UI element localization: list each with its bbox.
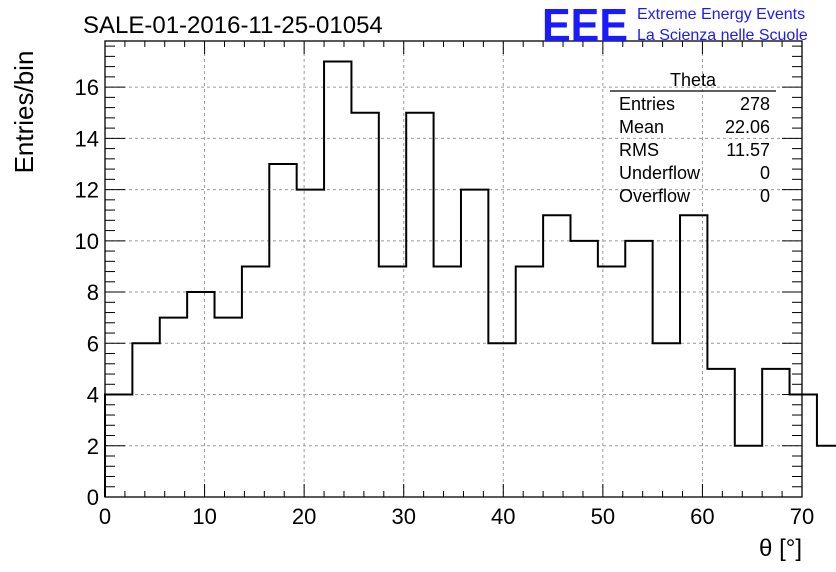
run-title: SALE-01-2016-11-25-01054	[83, 12, 383, 39]
histogram-bin	[434, 266, 461, 497]
histogram-bin	[215, 318, 242, 497]
y-tick-label: 6	[87, 331, 99, 356]
eee-logo-line1: Extreme Energy Events	[637, 6, 805, 23]
y-tick-label: 8	[87, 280, 99, 305]
y-axis-label: Entries/bin	[9, 51, 39, 174]
stats-value: 11.57	[726, 140, 770, 160]
histogram-bin	[762, 369, 789, 497]
stats-box: Theta Entries 278 Mean 22.06 RMS 11.57 Underfl…	[610, 70, 776, 206]
histogram-bin	[625, 241, 652, 497]
stats-label: Underflow	[619, 163, 701, 183]
x-tick-label: 20	[292, 504, 316, 529]
tick-labels: 0 10 20 30 40 50 60 70 0 2 4 6 8 10 12 14 16	[75, 75, 815, 529]
histogram-bin	[242, 266, 269, 497]
histogram-bin	[653, 343, 680, 497]
y-tick-label: 4	[87, 383, 99, 408]
histogram-bin	[735, 446, 762, 497]
y-tick-label: 10	[75, 229, 99, 254]
eee-logo: EEE Extreme Energy Events La Scienza nel…	[542, 0, 808, 51]
x-tick-label: 0	[99, 504, 111, 529]
x-tick-label: 70	[790, 504, 814, 529]
x-tick-label: 40	[491, 504, 515, 529]
x-tick-label: 10	[192, 504, 216, 529]
stats-label: Overflow	[619, 186, 691, 206]
stats-value: 0	[760, 163, 770, 183]
histogram-bin	[488, 343, 515, 497]
stats-label: RMS	[619, 140, 659, 160]
x-tick-label: 60	[690, 504, 714, 529]
axis-ticks	[104, 41, 803, 498]
stats-value: 22.06	[725, 117, 770, 137]
histogram-bin	[351, 113, 378, 497]
x-axis-label: θ [°]	[759, 535, 802, 562]
histogram-bin	[598, 266, 625, 497]
stats-value: 0	[760, 186, 770, 206]
eee-logo-line2: La Scienza nelle Scuole	[637, 27, 808, 44]
histogram-bin	[570, 241, 597, 497]
stats-label: Mean	[619, 117, 664, 137]
histogram-bin	[817, 446, 836, 497]
histogram-bin	[379, 266, 406, 497]
stats-title: Theta	[670, 70, 717, 90]
histogram-bin	[516, 266, 543, 497]
stats-label: Entries	[619, 94, 675, 114]
grid-lines	[105, 41, 802, 497]
y-tick-label: 12	[75, 178, 99, 203]
y-tick-label: 0	[87, 485, 99, 510]
stats-rows: Entries 278 Mean 22.06 RMS 11.57 Underflow 0 Ove…	[619, 94, 770, 206]
histogram-bin	[160, 318, 187, 497]
histogram-bin	[132, 343, 159, 497]
histogram-bin	[707, 369, 734, 497]
histogram-bin	[406, 113, 433, 497]
x-tick-label: 50	[591, 504, 615, 529]
histogram-bin	[680, 215, 707, 497]
y-tick-label: 14	[75, 126, 99, 151]
histogram-bin	[543, 215, 570, 497]
y-tick-label: 16	[75, 75, 99, 100]
x-tick-label: 30	[391, 504, 415, 529]
histogram-bin	[324, 61, 351, 497]
eee-logo-mark: EEE	[542, 0, 628, 51]
plot-frame	[104, 40, 803, 498]
stats-value: 278	[740, 94, 770, 114]
histogram-bin	[269, 164, 296, 497]
y-tick-label: 2	[87, 434, 99, 459]
histogram-outline	[104, 60, 836, 497]
